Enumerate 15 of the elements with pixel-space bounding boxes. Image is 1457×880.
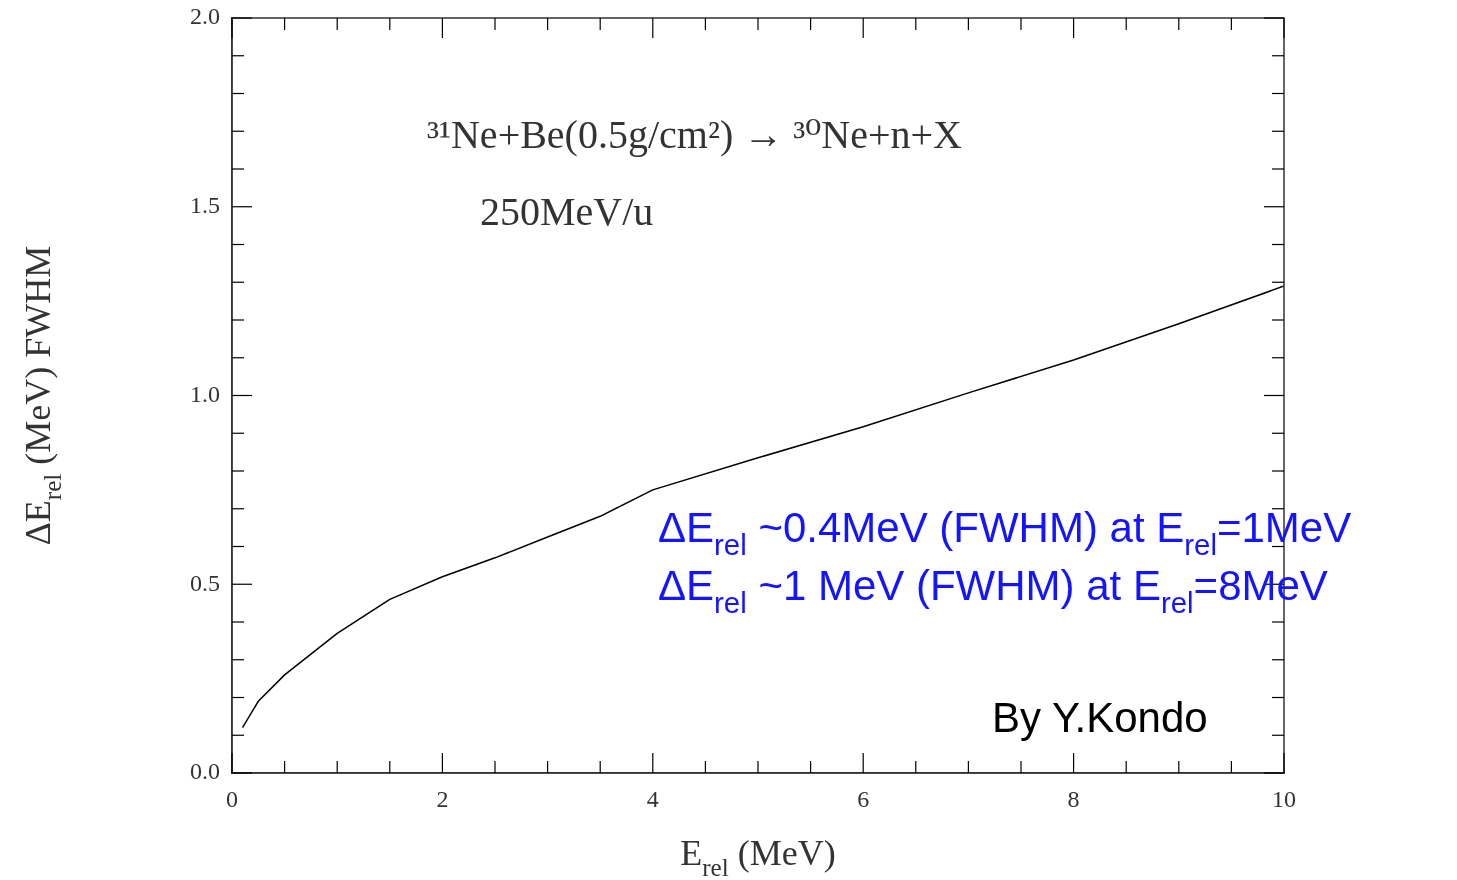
y-tick-label: 0.5 bbox=[190, 569, 220, 596]
x-tick-label: 6 bbox=[857, 786, 870, 813]
y-tick-label: 1.5 bbox=[190, 192, 220, 219]
y-tick-label: 1.0 bbox=[190, 380, 220, 407]
x-tick-label: 4 bbox=[646, 786, 659, 813]
x-tick-label: 10 bbox=[1272, 786, 1296, 813]
y-tick-label: 2.0 bbox=[190, 3, 220, 30]
text: ³¹Ne+Be(0.5g/cm²) → ³⁰Ne+n+X bbox=[427, 112, 963, 157]
y-tick-label: 0.0 bbox=[190, 758, 220, 785]
y-axis-title: ΔErel (MeV) FWHM bbox=[18, 245, 66, 546]
text: 250MeV/u bbox=[480, 189, 654, 234]
x-tick-label: 8 bbox=[1067, 786, 1080, 813]
x-tick-label: 2 bbox=[436, 786, 449, 813]
annotation: By Y.Kondo bbox=[992, 694, 1208, 741]
x-tick-label: 0 bbox=[226, 786, 238, 813]
